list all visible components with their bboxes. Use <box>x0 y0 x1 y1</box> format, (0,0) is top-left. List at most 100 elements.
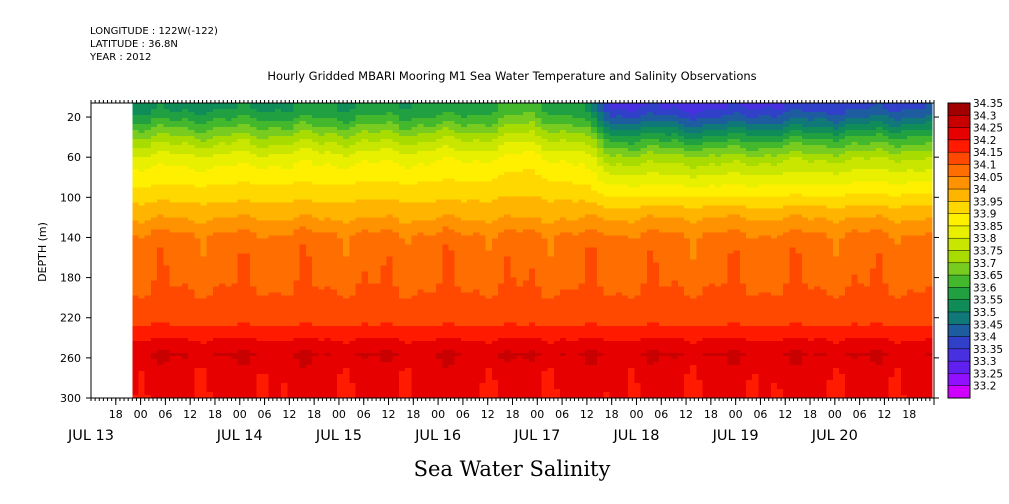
x-day-label: JUL 17 <box>513 428 560 444</box>
colorbar-swatch <box>948 324 970 338</box>
x-hour-label: 18 <box>902 408 916 421</box>
colorbar-swatch <box>948 311 970 325</box>
colorbar-label: 34.15 <box>973 147 1003 159</box>
colorbar-swatch <box>948 262 970 276</box>
x-day-label: JUL 16 <box>414 428 461 444</box>
x-hour-label: 18 <box>704 408 718 421</box>
colorbar-label: 34 <box>973 184 987 196</box>
colorbar-swatch <box>948 299 970 313</box>
salinity-field <box>132 103 933 399</box>
x-hour-label: 12 <box>382 408 396 421</box>
y-tick-label: 140 <box>60 231 81 244</box>
colorbar-label: 34.05 <box>973 172 1003 184</box>
x-hour-label: 06 <box>654 408 668 421</box>
x-hour-label: 06 <box>158 408 172 421</box>
x-hour-label: 18 <box>208 408 222 421</box>
x-hour-label: 12 <box>481 408 495 421</box>
y-tick-label: 260 <box>60 352 81 365</box>
colorbar-label: 34.2 <box>973 135 996 147</box>
colorbar-label: 33.75 <box>973 246 1003 258</box>
x-hour-label: 12 <box>282 408 296 421</box>
x-day-label: JUL 20 <box>811 428 858 444</box>
y-tick-label: 60 <box>67 151 81 164</box>
colorbar-label: 33.8 <box>973 233 996 245</box>
x-hour-label: 00 <box>332 408 346 421</box>
colorbar-label: 33.7 <box>973 258 996 270</box>
x-hour-label: 12 <box>778 408 792 421</box>
x-hour-label: 00 <box>134 408 148 421</box>
x-hour-label: 12 <box>183 408 197 421</box>
y-tick-label: 300 <box>60 392 81 405</box>
colorbar-label: 33.2 <box>973 381 996 393</box>
latitude-label: LATITUDE : 36.8N <box>90 39 178 50</box>
colorbar-swatch <box>948 385 970 399</box>
x-hour-label: 00 <box>828 408 842 421</box>
colorbar-label: 33.35 <box>973 344 1003 356</box>
x-hour-label: 00 <box>431 408 445 421</box>
colorbar-swatch <box>948 213 970 227</box>
colorbar-swatch <box>948 250 970 264</box>
colorbar-swatch <box>948 115 970 129</box>
x-hour-label: 18 <box>506 408 520 421</box>
colorbar-label: 33.45 <box>973 319 1003 331</box>
x-hour-label: 06 <box>853 408 867 421</box>
colorbar: 34.3534.334.2534.234.1534.134.053433.953… <box>947 98 1003 399</box>
colorbar-swatch <box>948 373 970 387</box>
x-hour-label: 12 <box>877 408 891 421</box>
colorbar-label: 33.85 <box>973 221 1003 233</box>
colorbar-label: 33.25 <box>973 368 1003 380</box>
colorbar-swatch <box>948 164 970 178</box>
y-tick-label: 20 <box>67 111 81 124</box>
x-hour-label: 18 <box>109 408 123 421</box>
colorbar-swatch <box>948 348 970 362</box>
x-hour-label: 00 <box>729 408 743 421</box>
x-hour-label: 18 <box>406 408 420 421</box>
colorbar-swatch <box>948 361 970 374</box>
colorbar-label: 33.65 <box>973 270 1003 282</box>
colorbar-label: 34.35 <box>973 98 1003 110</box>
longitude-label: LONGITUDE : 122W(-122) <box>90 26 218 37</box>
x-hour-label: 18 <box>803 408 817 421</box>
colorbar-label: 33.6 <box>973 282 997 294</box>
y-axis-label: DEPTH (m) <box>36 222 49 282</box>
x-day-label: JUL 19 <box>712 428 759 444</box>
colorbar-label: 33.3 <box>973 356 996 368</box>
x-hour-label: 06 <box>357 408 371 421</box>
x-hour-label: 12 <box>580 408 594 421</box>
colorbar-label: 34.25 <box>973 123 1003 135</box>
year-label: YEAR : 2012 <box>89 52 151 63</box>
x-hour-label: 18 <box>605 408 619 421</box>
x-axis-label: Sea Water Salinity <box>414 457 611 481</box>
x-hour-label: 06 <box>258 408 272 421</box>
colorbar-label: 33.4 <box>973 332 997 344</box>
colorbar-swatch <box>948 176 970 190</box>
x-hour-label: 06 <box>555 408 569 421</box>
colorbar-swatch <box>948 127 970 141</box>
colorbar-swatch <box>948 139 970 153</box>
colorbar-label: 34.3 <box>973 110 996 122</box>
colorbar-swatch <box>948 152 970 165</box>
colorbar-swatch <box>948 103 970 116</box>
y-tick-label: 220 <box>60 312 81 325</box>
colorbar-label: 33.9 <box>973 209 996 221</box>
x-day-label: JUL 15 <box>315 428 362 444</box>
x-hour-label: 00 <box>530 408 544 421</box>
x-day-label: JUL 14 <box>216 428 263 444</box>
colorbar-swatch <box>948 275 970 288</box>
x-axis: 18 00 06 12 18 00 06 12 18 00 06 12 18 00 06 12 18 00 06 12… <box>67 100 935 444</box>
colorbar-swatch <box>948 336 970 350</box>
x-hour-label: 00 <box>629 408 643 421</box>
colorbar-swatch <box>948 287 970 301</box>
colorbar-swatch <box>948 238 970 251</box>
x-hour-label: 06 <box>753 408 767 421</box>
x-day-label: JUL 18 <box>612 428 659 444</box>
plot-area <box>90 102 935 399</box>
colorbar-swatch <box>948 189 970 202</box>
x-hour-label: 18 <box>307 408 321 421</box>
colorbar-label: 34.1 <box>973 159 996 171</box>
chart-title: Hourly Gridded MBARI Mooring M1 Sea Wate… <box>267 69 756 83</box>
y-tick-label: 100 <box>60 191 81 204</box>
x-hour-label: 06 <box>456 408 470 421</box>
y-tick-label: 180 <box>60 272 81 285</box>
